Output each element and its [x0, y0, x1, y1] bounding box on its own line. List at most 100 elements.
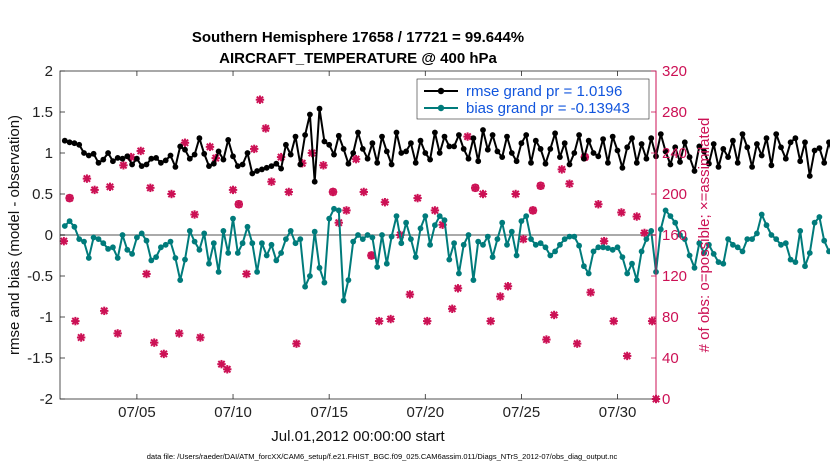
bias-point — [148, 257, 155, 264]
rmse-point — [398, 150, 405, 156]
bias-point — [66, 218, 73, 225]
bias-point — [542, 244, 549, 251]
rmse-point — [677, 159, 683, 165]
rmse-point — [85, 152, 92, 159]
y-axis-right-label: # of obs: o=possible; ×=assimilated — [696, 118, 713, 353]
bias-point — [778, 241, 784, 248]
obs-assimilated-point — [234, 200, 243, 209]
right-tick-label: 320 — [662, 63, 687, 80]
x-axis-ticks: 07/05 07/10 07/15 07/20 07/25 07/30 — [118, 71, 636, 421]
bias-point — [162, 241, 169, 248]
rmse-point — [460, 146, 467, 152]
bias-point — [494, 236, 501, 243]
bias-point — [287, 228, 294, 234]
rmse-point — [638, 141, 645, 147]
rmse-point — [643, 155, 650, 162]
rmse-point — [95, 159, 102, 166]
rmse-point — [263, 164, 270, 171]
rmse-point — [802, 139, 808, 146]
obs-assimilated-point — [292, 339, 301, 348]
bias-point — [758, 211, 765, 218]
obs-assimilated-point — [478, 189, 488, 199]
bias-point — [624, 270, 631, 277]
bias-point — [134, 234, 140, 241]
bias-point — [215, 269, 222, 275]
rmse-point — [76, 141, 83, 148]
bias-point — [259, 240, 265, 247]
obs-assimilated-point — [142, 269, 151, 279]
rmse-point — [528, 159, 534, 166]
rmse-point — [403, 148, 409, 155]
bias-point — [436, 213, 443, 220]
bias-point — [701, 250, 707, 256]
right-tick-label: 80 — [662, 309, 679, 326]
obs-assimilated-point — [511, 189, 520, 199]
bias-point — [114, 255, 121, 261]
rmse-point — [691, 168, 698, 174]
obs-assimilated-point — [622, 351, 632, 361]
rmse-point — [821, 159, 828, 166]
obs-assimilated-point — [453, 284, 463, 293]
bias-point — [552, 248, 558, 255]
bias-point — [614, 244, 621, 251]
bias-point — [71, 223, 78, 230]
left-tick-label: -1.5 — [27, 350, 53, 367]
obs-assimilated-point — [119, 161, 128, 170]
rmse-point — [542, 160, 549, 167]
bias-point — [739, 248, 746, 255]
obs-assimilated-point — [242, 269, 251, 279]
rmse-point — [465, 155, 472, 162]
legend: rmse grand pr = 1.0196 bias grand pr = -… — [416, 78, 650, 120]
rmse-point — [571, 150, 578, 156]
rmse-point — [446, 143, 453, 150]
rmse-point — [239, 161, 246, 168]
obs-possible-point — [328, 187, 338, 197]
rmse-point — [326, 141, 333, 148]
bias-point — [470, 277, 477, 283]
obs-possible-point — [528, 206, 538, 215]
obs-assimilated-point — [413, 193, 422, 203]
obs-assimilated-point — [190, 210, 199, 219]
obs-assimilated-point — [328, 187, 338, 197]
rmse-point — [782, 155, 789, 162]
rmse-point — [182, 146, 188, 153]
bias-point — [441, 217, 448, 224]
bias-point — [369, 234, 376, 241]
obs-assimilated-point — [380, 198, 390, 207]
bias-point — [398, 240, 405, 247]
bias-point — [186, 228, 193, 234]
bias-point — [725, 236, 731, 243]
obs-assimilated-point — [150, 338, 159, 347]
obs-assimilated-point — [65, 193, 74, 203]
bias-point — [754, 230, 760, 237]
rmse-point — [359, 146, 366, 152]
bias-point — [508, 228, 515, 235]
bias-point — [802, 263, 808, 270]
rmse-point — [254, 168, 260, 174]
rmse-point — [316, 105, 323, 112]
rmse-point — [119, 155, 126, 162]
rmse-point — [489, 132, 496, 138]
rmse-point — [734, 159, 741, 166]
bias-point — [311, 228, 318, 235]
obs-assimilated-point — [196, 333, 205, 342]
bias-point — [422, 213, 429, 220]
bias-point — [76, 236, 83, 243]
obs-assimilated-point — [351, 154, 361, 164]
bias-point — [797, 228, 804, 234]
rmse-point — [816, 145, 823, 152]
rmse-point — [504, 133, 510, 140]
bias-point — [210, 240, 217, 247]
obs-assimilated-point — [549, 310, 559, 320]
bias-point — [408, 236, 414, 243]
bias-point — [350, 238, 357, 245]
obs-possible-point — [536, 181, 545, 190]
bias-point — [648, 228, 655, 234]
bias-point — [355, 232, 361, 238]
rmse-point — [220, 156, 227, 163]
obs-assimilated-point — [136, 146, 145, 156]
rmse-point — [710, 141, 717, 147]
bias-point — [383, 260, 390, 267]
rmse-point — [614, 147, 621, 154]
